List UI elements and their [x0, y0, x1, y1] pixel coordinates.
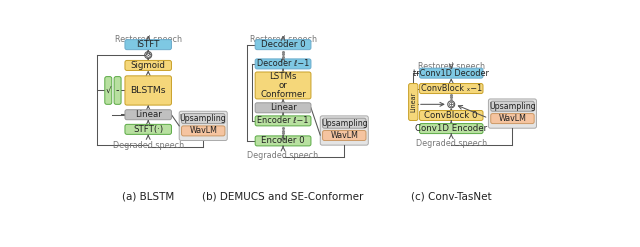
FancyBboxPatch shape: [105, 77, 112, 104]
Text: (b) DEMUCS and SE-Conformer: (b) DEMUCS and SE-Conformer: [202, 191, 364, 201]
FancyBboxPatch shape: [491, 101, 534, 111]
FancyBboxPatch shape: [255, 136, 311, 146]
Text: Degraded speech: Degraded speech: [415, 139, 487, 148]
Text: Decoder 0: Decoder 0: [260, 40, 305, 49]
FancyBboxPatch shape: [255, 40, 311, 50]
FancyBboxPatch shape: [408, 83, 418, 121]
FancyBboxPatch shape: [255, 103, 311, 113]
FancyBboxPatch shape: [125, 40, 172, 50]
Text: Upsampling: Upsampling: [489, 102, 536, 111]
Text: Decoder ℓ−1: Decoder ℓ−1: [257, 60, 309, 68]
Text: Linear: Linear: [135, 110, 161, 119]
Text: ISTFT: ISTFT: [136, 40, 160, 49]
FancyBboxPatch shape: [114, 77, 121, 104]
Text: Conformer: Conformer: [260, 90, 306, 99]
Text: Sigmoid: Sigmoid: [131, 61, 166, 70]
Text: trConv1D Decoder: trConv1D Decoder: [413, 69, 489, 78]
Text: Encoder 0: Encoder 0: [261, 136, 305, 145]
Text: Linear: Linear: [269, 103, 296, 112]
FancyBboxPatch shape: [182, 114, 225, 124]
Text: WavLM: WavLM: [189, 126, 217, 135]
Text: BLSTMs: BLSTMs: [131, 86, 166, 95]
FancyBboxPatch shape: [125, 124, 172, 134]
FancyBboxPatch shape: [323, 118, 366, 128]
Text: Restored speech: Restored speech: [418, 62, 484, 71]
Text: √: √: [106, 86, 111, 95]
Text: (a) BLSTM: (a) BLSTM: [122, 191, 174, 201]
FancyBboxPatch shape: [179, 111, 227, 141]
Text: Upsampling: Upsampling: [321, 119, 367, 128]
Text: ConvBlock 0: ConvBlock 0: [424, 111, 478, 120]
Text: Restored speech: Restored speech: [115, 35, 182, 44]
Text: WavLM: WavLM: [330, 131, 358, 140]
Text: ⊕: ⊕: [448, 100, 455, 109]
Text: Restored speech: Restored speech: [250, 35, 317, 44]
Text: Degraded speech: Degraded speech: [248, 151, 319, 160]
Text: (c) Conv-TasNet: (c) Conv-TasNet: [411, 191, 492, 201]
Text: Encoder ℓ−1: Encoder ℓ−1: [257, 116, 309, 125]
Text: ⊗: ⊗: [145, 51, 152, 60]
FancyBboxPatch shape: [323, 130, 366, 141]
FancyBboxPatch shape: [182, 126, 225, 136]
Text: Degraded speech: Degraded speech: [113, 141, 184, 149]
Text: WavLM: WavLM: [499, 114, 526, 123]
Text: LSTMs: LSTMs: [269, 72, 297, 81]
FancyBboxPatch shape: [419, 83, 483, 94]
FancyBboxPatch shape: [125, 76, 172, 105]
FancyBboxPatch shape: [488, 99, 536, 128]
FancyBboxPatch shape: [491, 114, 534, 124]
FancyBboxPatch shape: [419, 124, 483, 134]
FancyBboxPatch shape: [419, 68, 483, 78]
FancyBboxPatch shape: [320, 116, 368, 145]
FancyBboxPatch shape: [255, 72, 311, 99]
FancyBboxPatch shape: [419, 110, 483, 121]
FancyBboxPatch shape: [255, 59, 311, 69]
FancyBboxPatch shape: [125, 61, 172, 70]
FancyBboxPatch shape: [125, 110, 172, 120]
FancyBboxPatch shape: [255, 116, 311, 126]
Text: ConvBlock ₓ−1: ConvBlock ₓ−1: [420, 84, 482, 93]
Text: Upsampling: Upsampling: [180, 114, 227, 123]
Text: -: -: [116, 85, 119, 96]
Text: Conv1D Encoder: Conv1D Encoder: [415, 124, 487, 133]
Text: Linear: Linear: [410, 92, 416, 112]
Text: STFT(·): STFT(·): [133, 125, 163, 134]
Text: or: or: [278, 81, 287, 90]
